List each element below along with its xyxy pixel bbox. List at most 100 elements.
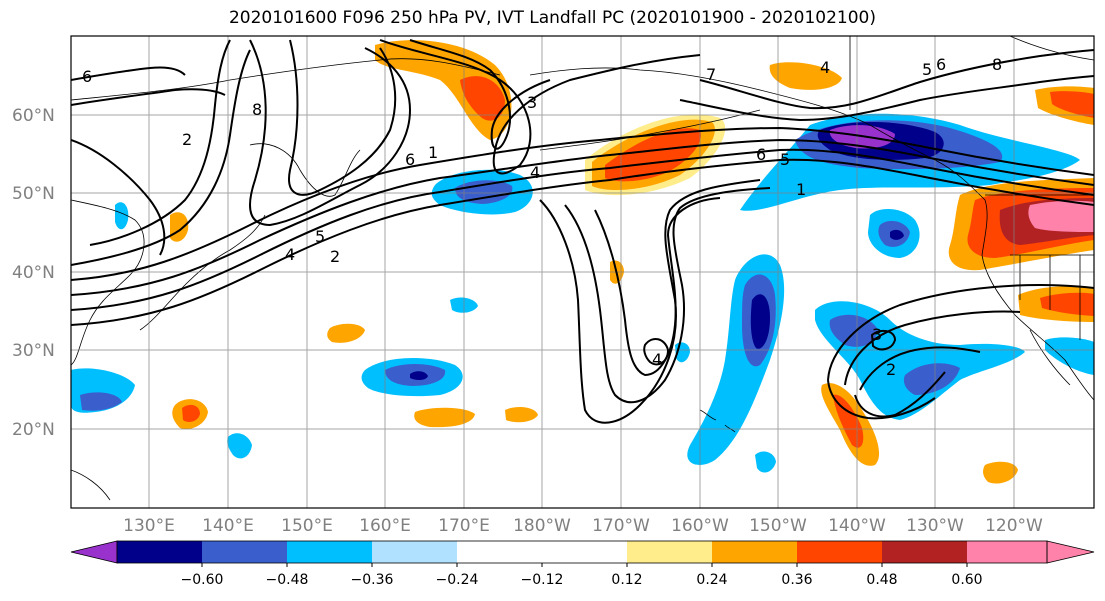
lat-label: 20°N [12, 420, 55, 440]
contour-label: 4 [820, 58, 830, 77]
colorbar-tick-label: 0.60 [951, 572, 982, 588]
negative-anomaly-east-pacific-blue2 [903, 363, 960, 395]
colorbar-tick-label: 0.12 [611, 572, 642, 588]
contour-label: 3 [872, 325, 882, 344]
colorbar-tick-label: 0.24 [696, 572, 727, 588]
positive-anomaly-small-4 [327, 323, 365, 343]
contour-label: 2 [886, 360, 896, 379]
positive-anomaly-small-6 [769, 62, 842, 90]
colorbar-swatch [287, 541, 372, 563]
lon-label: 170°E [438, 516, 490, 536]
contour-label-group: 6 2 8 6 1 4 5 2 3 4 7 4 5 6 8 6 5 1 3 2 … [82, 55, 1002, 379]
positive-anomaly-small-1-red [182, 404, 200, 422]
lon-label: 150°E [281, 516, 333, 536]
negative-anomaly-subtropical-west-navy [410, 371, 428, 381]
contour-label: 4 [652, 350, 662, 369]
contour-label: 6 [82, 67, 92, 86]
map-frame [70, 35, 1095, 509]
negative-anomaly-small-4 [115, 202, 129, 230]
colorbar-swatch [202, 541, 287, 563]
positive-anomaly-small-2 [414, 407, 475, 428]
coastline-asia [71, 199, 145, 366]
map-title: 2020101600 F096 250 hPa PV, IVT Landfall… [228, 8, 876, 28]
contour-label: 3 [527, 93, 537, 112]
colorbar-swatch [712, 541, 797, 563]
coastline-philippines [71, 469, 111, 501]
colorbar-extend-high [1046, 540, 1095, 564]
coastline-siberia [71, 58, 501, 101]
colorbar-tick-label: 0.48 [866, 572, 897, 588]
gridlines [71, 36, 1094, 508]
negative-anomaly-small-3 [755, 451, 776, 473]
positive-anomaly-southwest-red [1040, 292, 1094, 316]
contour-label: 8 [992, 55, 1002, 74]
contour-label: 6 [936, 55, 946, 74]
positive-anomaly-small-7 [983, 461, 1018, 484]
negative-anomaly-small-5 [1045, 337, 1094, 375]
ivt-pc-shading [71, 40, 1094, 484]
contour-label: 2 [182, 130, 192, 149]
contour-label: 6 [405, 150, 415, 169]
colorbar-extend-low [70, 540, 118, 564]
latitude-labels: 60°N 50°N 40°N 30°N 20°N [12, 106, 55, 440]
lon-label: 150°W [749, 516, 807, 536]
contour-label: 5 [922, 60, 932, 79]
lat-label: 60°N [12, 106, 55, 126]
colorbar-ticks [201, 563, 968, 567]
coastline-alaska [529, 67, 936, 161]
contour-label: 1 [428, 143, 438, 162]
lon-label: 140°E [202, 516, 254, 536]
colorbar-tick-label: −0.36 [351, 572, 394, 588]
lat-label: 30°N [12, 341, 55, 361]
colorbar-swatch [542, 541, 627, 563]
border-states [1019, 255, 1081, 340]
lon-label: 180°W [513, 516, 571, 536]
lon-label: 120°W [985, 516, 1043, 536]
coastline-baja [1029, 329, 1071, 386]
contour-label: 2 [330, 247, 340, 266]
colorbar-swatch [117, 541, 202, 563]
coastline-north-america [934, 159, 1094, 401]
coastline-kamchatka [249, 143, 361, 197]
colorbar-tick-label: −0.48 [266, 572, 309, 588]
contour-label: 4 [530, 163, 540, 182]
colorbar-tick-label: −0.60 [181, 572, 224, 588]
pv-contours [71, 39, 1094, 424]
negative-anomaly-small-1 [227, 433, 252, 459]
positive-anomaly-canada-red [1050, 91, 1094, 118]
negative-anomaly-central-pacific-navy [750, 294, 770, 349]
lat-label: 50°N [12, 184, 55, 204]
colorbar-swatch [797, 541, 882, 563]
longitude-labels: 130°E 140°E 150°E 160°E 170°E 180°W 170°… [123, 516, 1043, 536]
lon-label: 160°E [359, 516, 411, 536]
contour-label: 5 [780, 150, 790, 169]
colorbar-tick-label: 0.36 [781, 572, 812, 588]
positive-anomaly-bering-red [460, 76, 505, 121]
lon-label: 130°W [906, 516, 964, 536]
colorbar-swatch [882, 541, 967, 563]
positive-anomaly-us-west-pink [1028, 200, 1094, 232]
negative-anomaly-philippine-sea-blue [80, 392, 122, 411]
positive-anomaly-core-red [605, 128, 701, 182]
lon-label: 170°W [592, 516, 650, 536]
colorbar-frame [116, 540, 1048, 564]
coastlines [71, 36, 1094, 501]
lat-label: 40°N [12, 263, 55, 283]
lon-label: 130°E [123, 516, 175, 536]
contour-label: 6 [756, 145, 766, 164]
colorbar: −0.60 −0.48 −0.36 −0.24 −0.12 0.12 0.24 … [70, 540, 1095, 588]
colorbar-tick-label: −0.12 [521, 572, 564, 588]
coastline-canada-north [849, 36, 1094, 110]
contour-label: 7 [706, 65, 716, 84]
lon-label: 140°W [828, 516, 886, 536]
colorbar-swatch [627, 541, 712, 563]
colorbar-swatch [372, 541, 457, 563]
colorbar-tick-label: −0.24 [436, 572, 479, 588]
negative-anomaly-small-ne-navy [890, 229, 904, 240]
lon-label: 160°W [671, 516, 729, 536]
colorbar-swatch [457, 541, 542, 563]
positive-anomaly-hawaii-east-red [833, 394, 864, 448]
positive-anomaly-small-3 [505, 407, 538, 423]
contour-label: 4 [285, 245, 295, 264]
